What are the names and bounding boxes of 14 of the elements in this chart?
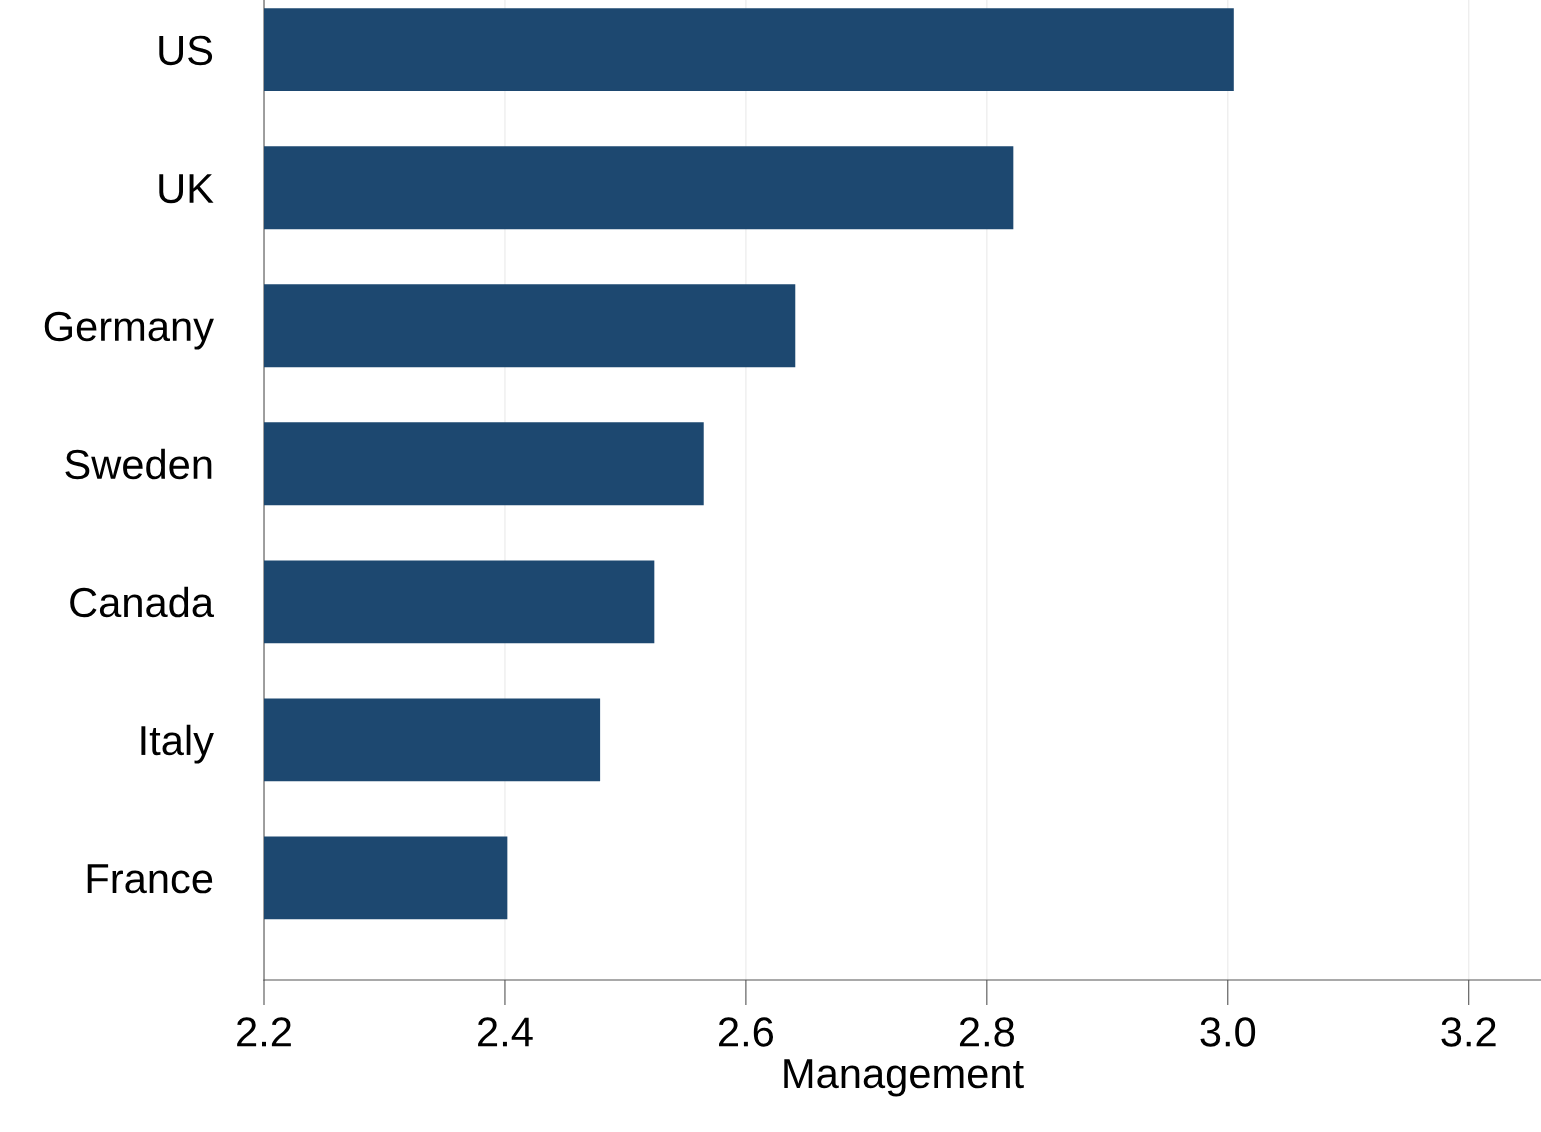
x-tick-label: 2.6	[719, 1017, 774, 1047]
y-tick-label: UK	[159, 174, 214, 204]
y-tick-label: Germany	[44, 311, 214, 350]
x-tick-label: 3.0	[1200, 1017, 1256, 1047]
y-tick-label: US	[159, 35, 213, 66]
x-tick-label: 3.2	[1441, 1017, 1496, 1047]
x-tick-label: 2.2	[237, 1017, 291, 1047]
y-tick-label: Sweden	[65, 448, 212, 480]
x-tick-label: 2.8	[959, 1017, 1014, 1047]
y-tick-label: France	[87, 864, 213, 894]
y-tick-label: Canada	[70, 586, 215, 618]
x-axis-title: Management	[784, 1059, 1024, 1097]
x-tick-label: 2.4	[478, 1017, 533, 1047]
y-tick-label: Italy	[141, 724, 214, 764]
